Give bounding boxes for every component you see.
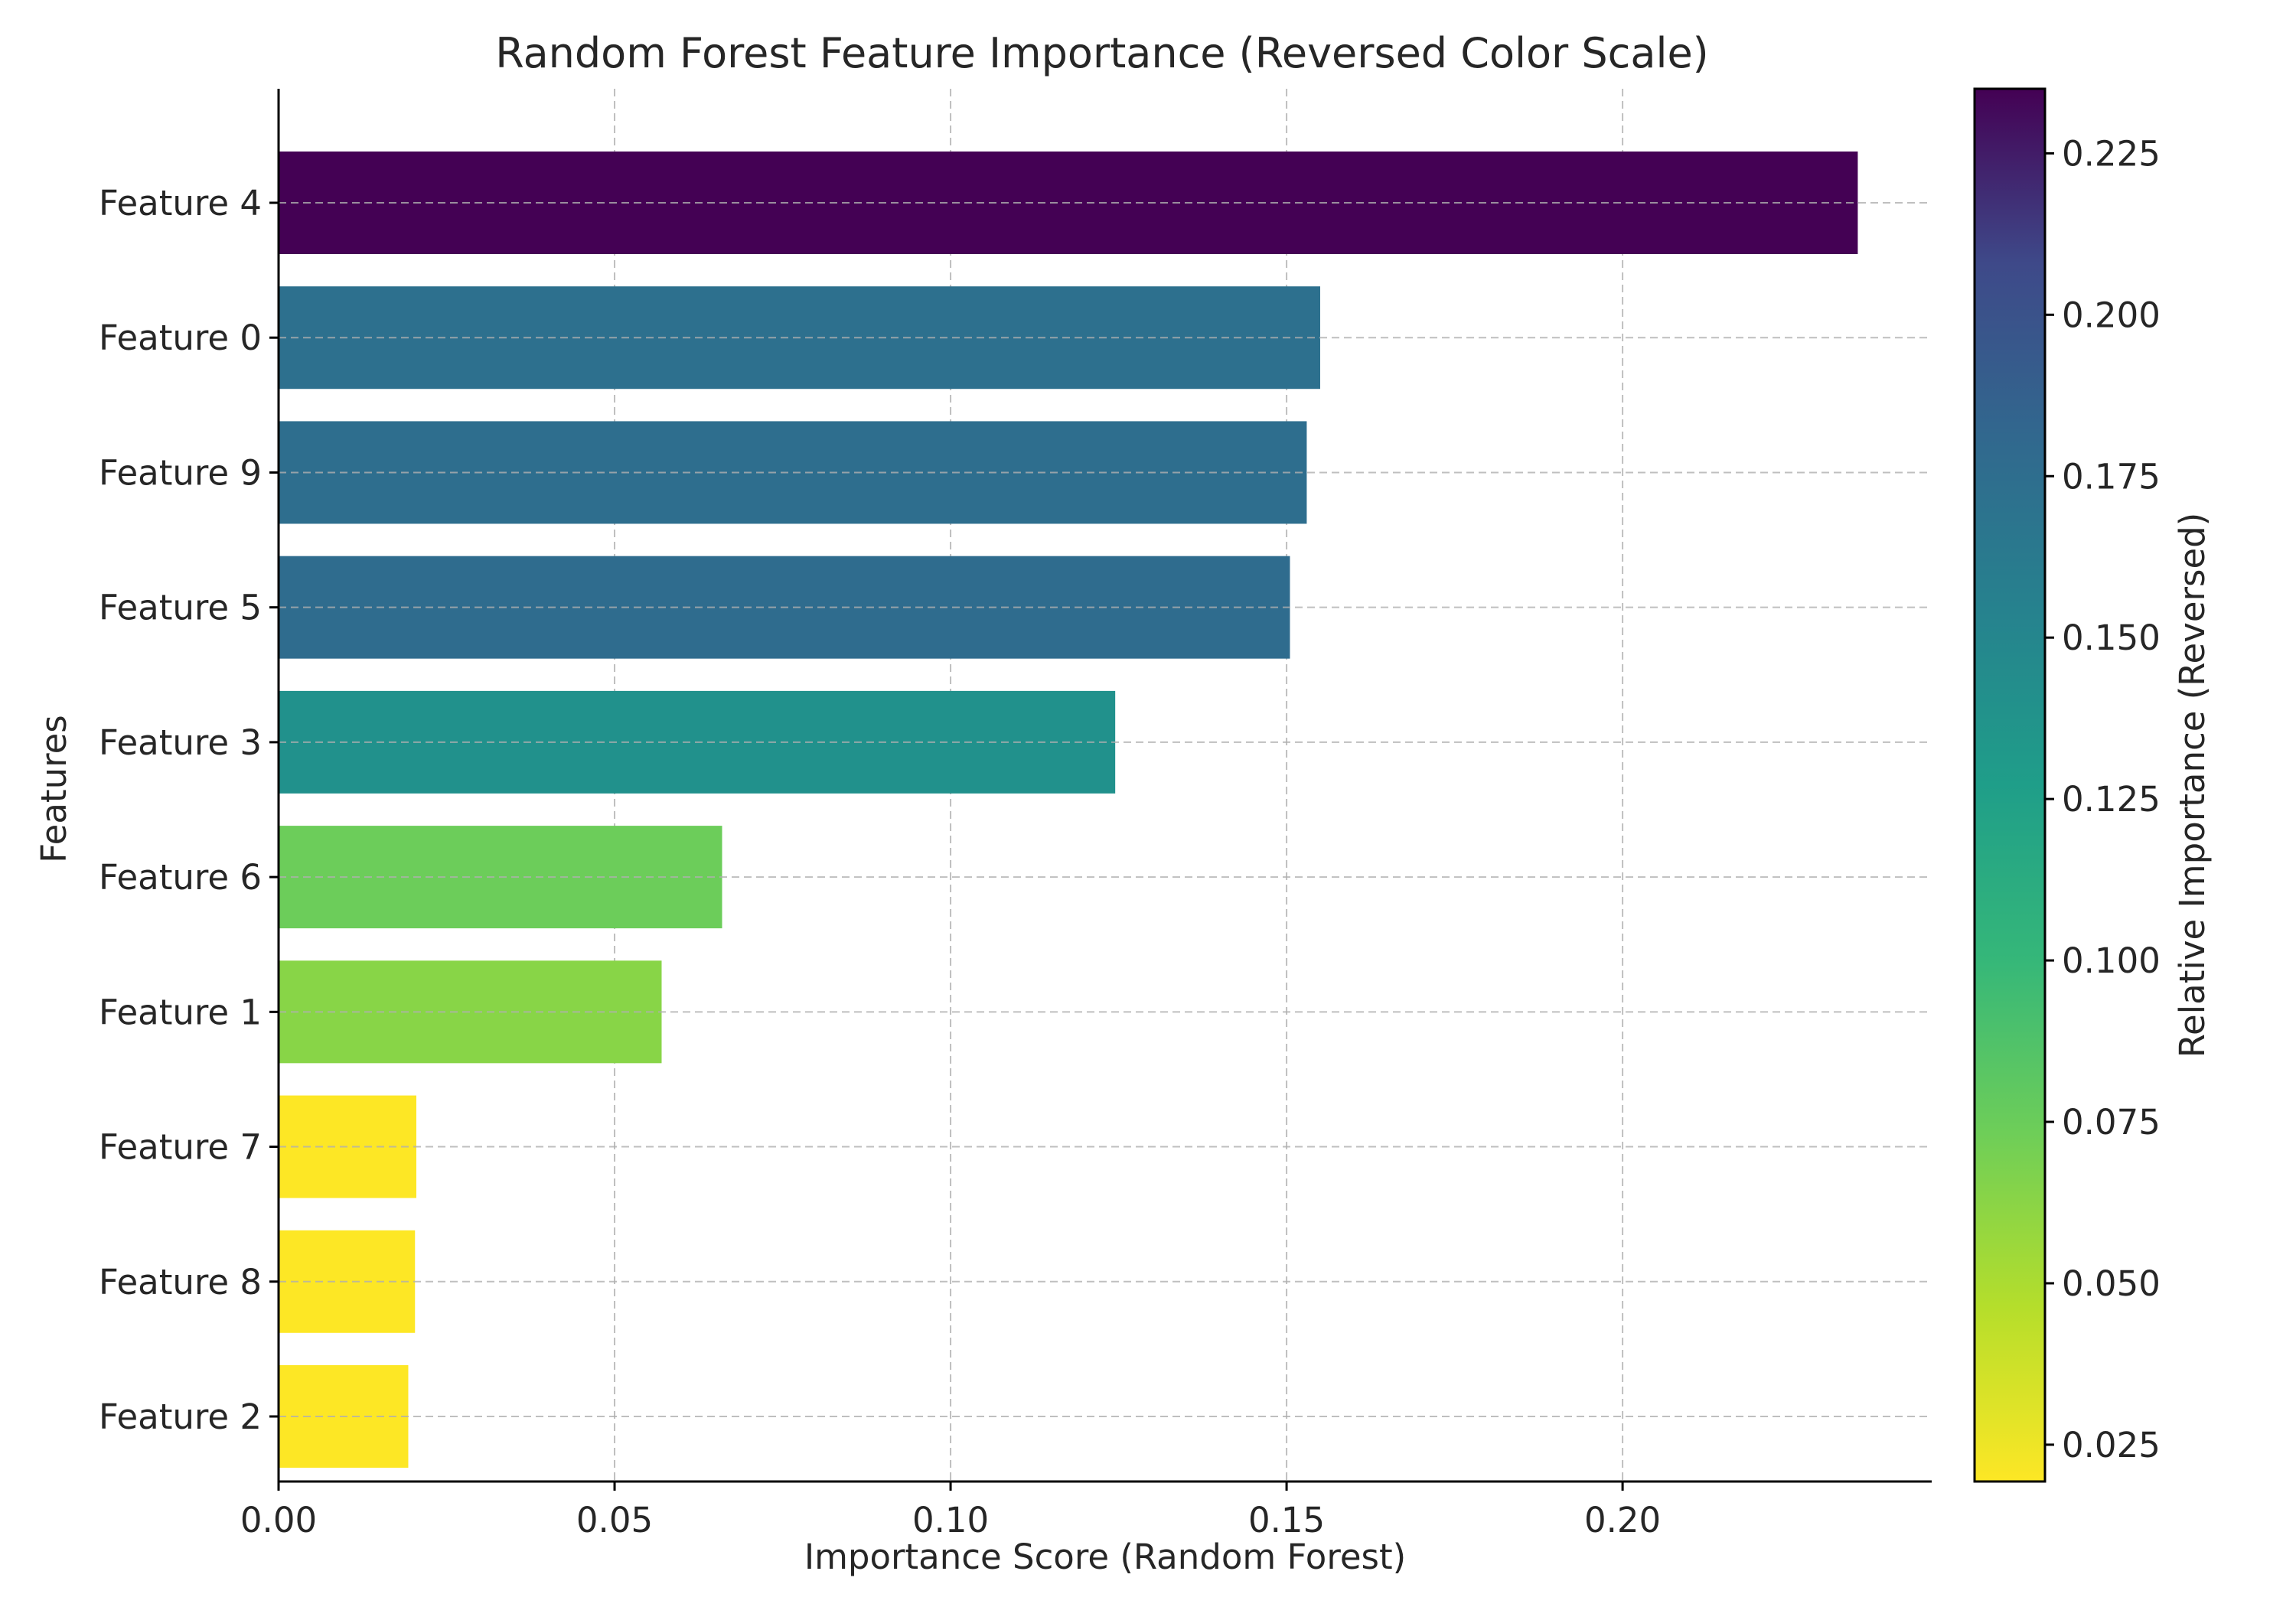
y-tick-label: Feature 1 xyxy=(99,992,262,1032)
colorbar-tick-label: 0.150 xyxy=(2062,618,2161,658)
y-tick-label: Feature 4 xyxy=(99,183,262,223)
x-axis-ticks: 0.00 0.05 0.10 0.15 0.20 xyxy=(240,1482,1661,1540)
colorbar-ticks: 0.025 0.050 0.075 0.100 0.125 0.150 0.175 0.200… xyxy=(2045,133,2161,1465)
x-tick-label: 0.20 xyxy=(1584,1500,1661,1540)
y-tick-label: Feature 0 xyxy=(99,318,262,358)
y-tick-label: Feature 6 xyxy=(99,857,262,898)
colorbar xyxy=(1973,87,2047,1483)
y-axis-label: Features xyxy=(34,715,74,863)
colorbar-label: Relative Importance (Reversed) xyxy=(2172,513,2213,1058)
colorbar-tick-label: 0.125 xyxy=(2062,779,2161,820)
colorbar-tick-label: 0.200 xyxy=(2062,295,2161,335)
colorbar-tick-label: 0.075 xyxy=(2062,1102,2161,1143)
colorbar-tick-label: 0.050 xyxy=(2062,1263,2161,1304)
x-tick-label: 0.10 xyxy=(912,1500,989,1540)
x-tick-label: 0.05 xyxy=(576,1500,653,1540)
colorbar-tick-label: 0.175 xyxy=(2062,456,2161,497)
y-tick-label: Feature 3 xyxy=(99,722,262,763)
bars xyxy=(279,152,1858,1468)
x-axis-label: Importance Score (Random Forest) xyxy=(804,1537,1406,1577)
bar-feature-9 xyxy=(279,421,1307,524)
y-tick-label: Feature 5 xyxy=(99,588,262,628)
y-tick-label: Feature 9 xyxy=(99,452,262,493)
y-tick-label: Feature 7 xyxy=(99,1127,262,1168)
colorbar-tick-label: 0.225 xyxy=(2062,133,2161,174)
colorbar-tick-label: 0.025 xyxy=(2062,1425,2161,1465)
x-tick-label: 0.15 xyxy=(1248,1500,1325,1540)
chart-title: Random Forest Feature Importance (Revers… xyxy=(495,29,1709,77)
y-tick-label: Feature 8 xyxy=(99,1262,262,1302)
y-tick-label: Feature 2 xyxy=(99,1397,262,1437)
x-tick-label: 0.00 xyxy=(240,1500,317,1540)
colorbar-tick-label: 0.100 xyxy=(2062,940,2161,981)
horizontal-grid xyxy=(279,202,1932,1417)
y-axis-ticks: Feature 4 Feature 0 Feature 9 Feature 5 Feat… xyxy=(99,183,279,1437)
